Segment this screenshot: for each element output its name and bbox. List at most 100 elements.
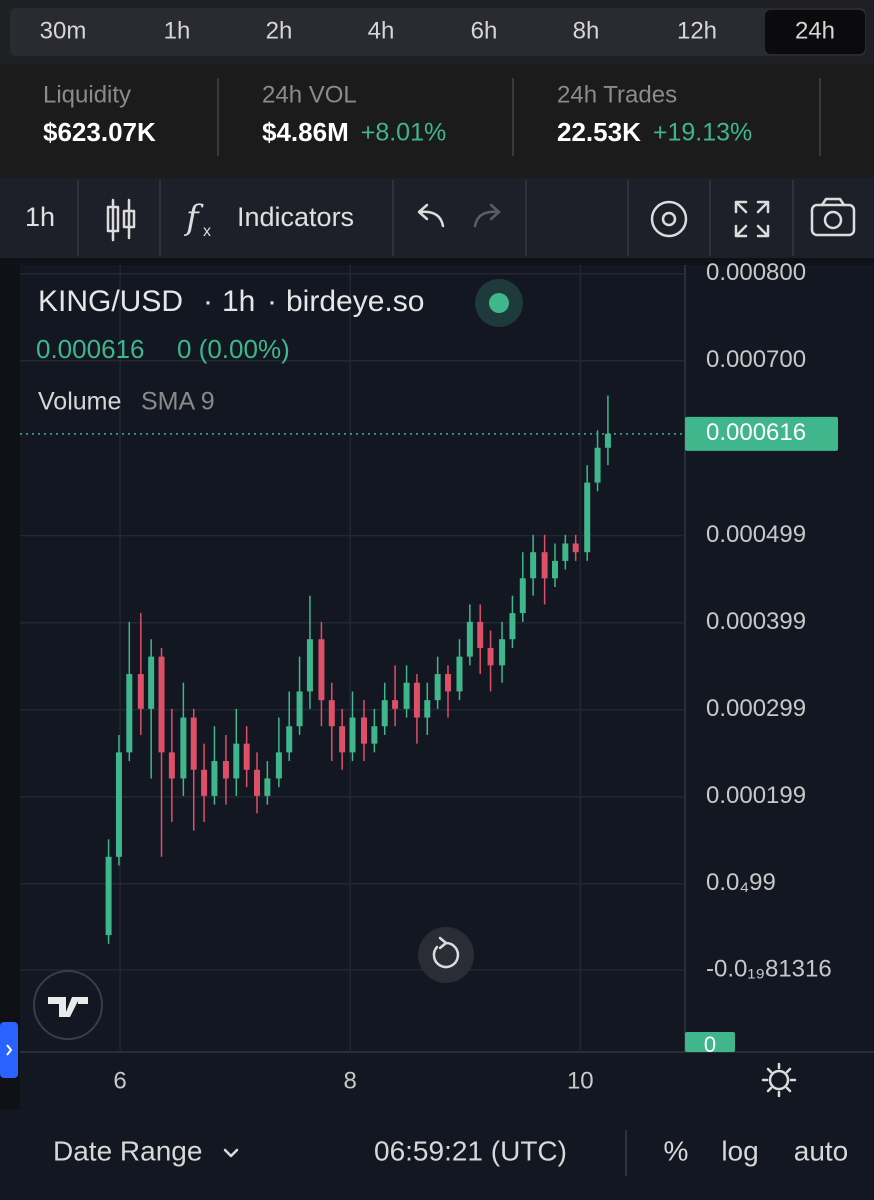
candle-body bbox=[328, 700, 335, 727]
candle-body bbox=[381, 700, 388, 727]
candle-body bbox=[349, 717, 356, 753]
footer bbox=[0, 1110, 874, 1200]
timeframe-button[interactable]: 24h bbox=[795, 17, 835, 44]
side-tab[interactable] bbox=[0, 1022, 18, 1078]
y-tick-label: -0.0₁₉81316 bbox=[706, 955, 832, 982]
candle-body bbox=[211, 761, 218, 796]
candle-body bbox=[318, 639, 325, 701]
timeframe-button[interactable]: 1h bbox=[164, 17, 191, 44]
candle-body bbox=[222, 761, 229, 779]
auto-toggle[interactable]: auto bbox=[794, 1135, 849, 1166]
candle-body bbox=[519, 578, 526, 614]
settings-icon[interactable] bbox=[650, 200, 688, 238]
x-tick-label: 8 bbox=[344, 1067, 357, 1094]
stat-change: +8.01% bbox=[361, 119, 447, 147]
y-tick-label: 0.000399 bbox=[706, 608, 806, 635]
timeframe-button[interactable]: 4h bbox=[368, 17, 395, 44]
axis-settings-icon[interactable] bbox=[761, 1062, 797, 1098]
interval-button[interactable]: 1h bbox=[25, 202, 55, 232]
active-timeframe-bg bbox=[765, 10, 865, 54]
percent-toggle[interactable]: % bbox=[664, 1135, 689, 1166]
timeframe-button[interactable]: 6h bbox=[471, 17, 498, 44]
undo-icon[interactable] bbox=[417, 203, 445, 228]
candles-group bbox=[105, 395, 611, 944]
candle-body bbox=[604, 433, 611, 448]
candle-body bbox=[403, 682, 410, 709]
symbol: KING/USD bbox=[38, 285, 183, 318]
candle-body bbox=[413, 682, 420, 718]
date-range[interactable]: Date Range bbox=[53, 1135, 202, 1166]
side-tab-arrow bbox=[6, 1044, 13, 1056]
toolbar bbox=[0, 178, 874, 258]
candle-body bbox=[541, 552, 548, 579]
x-tick-label: 6 bbox=[113, 1067, 126, 1094]
y-tick-label: 0.000199 bbox=[706, 782, 806, 809]
candle-body bbox=[275, 752, 282, 779]
candle-body bbox=[572, 543, 579, 553]
volume-axis-label: 0 bbox=[704, 1032, 716, 1057]
candle-body bbox=[594, 447, 601, 483]
timeframe-button[interactable]: 2h bbox=[266, 17, 293, 44]
axes-group: 0.000800 0.000700 0.000499 0.000399 0.000299… bbox=[20, 259, 838, 1094]
stat-label: 24h VOL bbox=[262, 81, 357, 108]
timeframe-button[interactable]: 30m bbox=[40, 17, 87, 44]
candle-body bbox=[371, 726, 378, 744]
candle-body bbox=[115, 752, 122, 857]
status-dot bbox=[489, 293, 509, 313]
redo-icon[interactable] bbox=[473, 203, 501, 228]
fullscreen-icon[interactable] bbox=[734, 200, 770, 238]
candle-body bbox=[148, 656, 155, 709]
candle-body bbox=[499, 639, 506, 666]
stat-change: +19.13% bbox=[653, 119, 752, 147]
log-toggle[interactable]: log bbox=[721, 1135, 758, 1166]
timeframe-button[interactable]: 8h bbox=[573, 17, 600, 44]
stat-label: Liquidity bbox=[43, 81, 131, 108]
candle-body bbox=[286, 726, 293, 753]
candle-body bbox=[201, 769, 208, 796]
candle-body bbox=[158, 656, 165, 753]
timeframe-button[interactable]: 12h bbox=[677, 17, 717, 44]
candle-body bbox=[487, 647, 494, 666]
clock: 06:59:21 (UTC) bbox=[374, 1135, 567, 1166]
candle-body bbox=[233, 743, 240, 779]
stat-value: 22.53K bbox=[557, 117, 641, 147]
x-tick-label: 10 bbox=[567, 1067, 594, 1094]
camera-icon[interactable] bbox=[810, 197, 856, 237]
candle-body bbox=[466, 621, 473, 657]
y-tick-label: 0.000800 bbox=[706, 259, 806, 286]
stat-value: $4.86M bbox=[262, 117, 349, 147]
legend-interval: 1h bbox=[222, 285, 255, 318]
candle-body bbox=[424, 700, 431, 718]
candle-body bbox=[180, 717, 187, 779]
candle-body bbox=[434, 674, 441, 701]
separator: · bbox=[203, 285, 213, 318]
candle-body bbox=[137, 674, 144, 709]
candle-body bbox=[392, 700, 399, 709]
grid-group bbox=[20, 265, 685, 1052]
indicator-name: Volume bbox=[38, 388, 121, 416]
timeframe-group: 30m 1h 2h 4h 6h 8h 12h 24h bbox=[40, 10, 865, 54]
indicators-button[interactable]: Indicators bbox=[237, 202, 354, 232]
toolbar-dividers bbox=[77, 180, 794, 256]
y-tick-label: 0.000700 bbox=[706, 346, 806, 373]
candle-body bbox=[254, 769, 261, 796]
volume-badge bbox=[685, 1032, 735, 1052]
candle-body bbox=[296, 691, 303, 727]
stats-group: Liquidity $623.07K 24h VOL $4.86M +8.01% 24h … bbox=[43, 81, 752, 147]
candle-body bbox=[339, 726, 346, 753]
legend-change: 0 (0.00%) bbox=[177, 334, 290, 364]
candle-body bbox=[444, 674, 451, 692]
y-tick-label: 0.000499 bbox=[706, 521, 806, 548]
legend-price: 0.000616 bbox=[36, 334, 144, 364]
y-tick-label: 0.0₄99 bbox=[706, 869, 776, 896]
tv-logo[interactable] bbox=[33, 970, 103, 1040]
candle-body bbox=[105, 856, 112, 936]
candle-body bbox=[477, 621, 484, 648]
separator: · bbox=[267, 285, 277, 318]
tv-logo-mark bbox=[48, 997, 88, 1017]
dropdown-arrow bbox=[223, 1148, 239, 1158]
candle-type-icon[interactable] bbox=[106, 198, 136, 242]
reset-button[interactable] bbox=[418, 927, 474, 983]
candle-body bbox=[562, 543, 569, 561]
